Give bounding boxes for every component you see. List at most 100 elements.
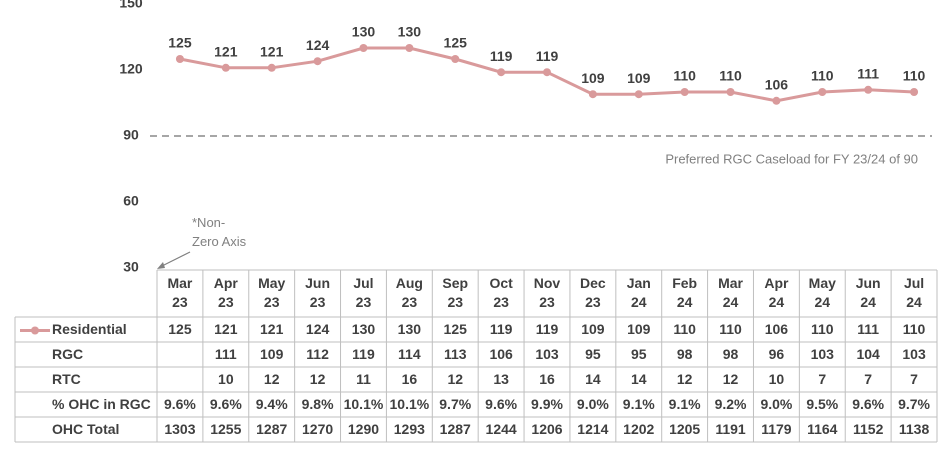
table-cell: 103 <box>811 346 835 362</box>
data-label: 109 <box>581 70 605 86</box>
y-tick-label: 60 <box>123 193 139 209</box>
table-cell: 104 <box>856 346 880 362</box>
table-cell: 113 <box>444 346 467 362</box>
data-label: 110 <box>903 68 926 84</box>
point <box>588 90 597 99</box>
data-label: 110 <box>719 68 742 84</box>
table-cell: 10 <box>769 371 785 387</box>
table-cell: 111 <box>215 346 237 362</box>
table-cell: 9.7% <box>439 396 471 412</box>
row-label: RTC <box>52 371 81 387</box>
table-cell: 124 <box>306 321 330 337</box>
x-tick-label: Nov 23 <box>534 275 561 310</box>
table-cell: 16 <box>402 371 418 387</box>
table-cell: 12 <box>264 371 280 387</box>
table-cell: 7 <box>910 371 918 387</box>
table-cell: 13 <box>493 371 509 387</box>
point <box>221 63 230 72</box>
table-cell: 9.0% <box>760 396 792 412</box>
point <box>497 68 506 77</box>
data-label: 130 <box>398 24 422 40</box>
table-cell: 1244 <box>486 421 517 437</box>
y-tick-label: 30 <box>123 259 139 275</box>
table-cell: 95 <box>585 346 601 362</box>
table-cell: 110 <box>903 321 926 337</box>
table-cell: 9.4% <box>256 396 288 412</box>
table-cell: 12 <box>310 371 326 387</box>
data-label: 121 <box>260 44 284 60</box>
table-cell: 12 <box>723 371 739 387</box>
table-cell: 1287 <box>256 421 287 437</box>
table-cell: 1287 <box>440 421 471 437</box>
table-cell: 1205 <box>669 421 700 437</box>
data-label: 119 <box>536 48 559 64</box>
table-cell: 12 <box>677 371 693 387</box>
data-label: 106 <box>765 77 789 93</box>
table-cell: 9.1% <box>623 396 655 412</box>
annotation-arrow <box>159 251 191 268</box>
table-cell: 119 <box>490 321 513 337</box>
point <box>267 63 276 72</box>
table-cell: 10.1% <box>344 396 384 412</box>
table-cell: 1303 <box>164 421 195 437</box>
table-cell: 9.1% <box>669 396 701 412</box>
table-cell: 1290 <box>348 421 379 437</box>
data-label: 121 <box>214 44 238 60</box>
table-cell: 114 <box>398 346 421 362</box>
x-tick-label: Jul 23 <box>353 275 373 310</box>
table-cell: 106 <box>489 346 513 362</box>
table-cell: 9.6% <box>485 396 517 412</box>
table-cell: 109 <box>627 321 651 337</box>
legend-marker <box>31 326 39 335</box>
x-tick-label: Apr 24 <box>764 275 789 310</box>
point <box>451 55 460 63</box>
table-cell: 1270 <box>302 421 333 437</box>
table-cell: 11 <box>356 371 371 387</box>
x-tick-label: Sep 23 <box>442 275 468 310</box>
table-cell: 111 <box>857 321 879 337</box>
data-label: 124 <box>306 37 330 53</box>
data-label: 125 <box>444 35 468 51</box>
row-label: OHC Total <box>52 421 119 437</box>
x-tick-label: Jul 24 <box>904 275 924 310</box>
data-label: 110 <box>811 68 834 84</box>
table-cell: 12 <box>447 371 463 387</box>
x-tick-label: May 24 <box>809 275 836 310</box>
table-cell: 10 <box>218 371 234 387</box>
x-tick-label: May 23 <box>258 275 285 310</box>
arrow-head <box>157 262 165 269</box>
data-label: 119 <box>490 48 513 64</box>
table-cell: 125 <box>168 321 192 337</box>
table-cell: 125 <box>444 321 468 337</box>
table-cell: 1293 <box>394 421 425 437</box>
table-cell: 95 <box>631 346 647 362</box>
x-tick-label: Oct 23 <box>489 275 513 310</box>
table-cell: 14 <box>631 371 647 387</box>
table-cell: 1255 <box>210 421 241 437</box>
row-label: RGC <box>52 346 83 362</box>
table-cell: 9.6% <box>210 396 242 412</box>
table-cell: 110 <box>811 321 834 337</box>
table-cell: 7 <box>818 371 826 387</box>
table-cell: 112 <box>306 346 329 362</box>
table-cell: 9.2% <box>715 396 747 412</box>
data-label: 110 <box>673 68 696 84</box>
point <box>772 96 781 105</box>
table-cell: 130 <box>352 321 376 337</box>
table-cell: 106 <box>765 321 789 337</box>
table-cell: 1202 <box>623 421 654 437</box>
y-tick-label: 90 <box>123 127 139 143</box>
x-tick-label: Jan 24 <box>627 275 651 310</box>
table-cell: 121 <box>260 321 284 337</box>
x-tick-label: Mar 23 <box>167 275 192 310</box>
x-tick-label: Dec 23 <box>580 275 606 310</box>
table-cell: 10.1% <box>390 396 430 412</box>
table-cell: 16 <box>539 371 555 387</box>
point <box>680 88 689 96</box>
table-cell: 14 <box>585 371 601 387</box>
table-cell: 1179 <box>761 421 792 437</box>
y-tick-label: 120 <box>119 61 143 77</box>
table-cell: 1206 <box>531 421 562 437</box>
table-cell: 121 <box>214 321 238 337</box>
table-cell: 9.0% <box>577 396 609 412</box>
